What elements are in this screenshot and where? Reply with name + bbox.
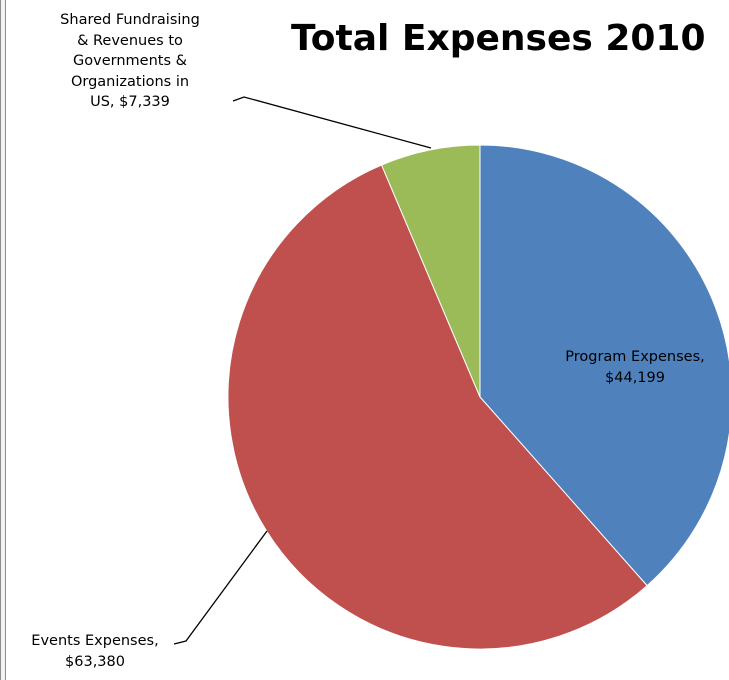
- pie-slice-shared-fundraising-revenues-to-governments-organizations-in-us: [380, 144, 481, 398]
- data-label-line: $44,199: [605, 369, 665, 386]
- data-label-events-expenses: Events Expenses, $63,380: [10, 631, 180, 672]
- data-label-line: Governments &: [73, 53, 187, 69]
- pie-chart: Total Expenses 2010 Shared Fundraising &…: [8, 0, 729, 680]
- data-label-line: Events Expenses,: [31, 633, 159, 649]
- data-label-line: US, $7,339: [90, 94, 170, 110]
- window-left-edge: [0, 0, 6, 680]
- pie-chart-svg: [173, 96, 729, 650]
- data-label-line: & Revenues to: [77, 32, 183, 49]
- data-label-line: $63,380: [65, 653, 125, 670]
- data-label-line: Organizations in: [70, 73, 190, 90]
- leader-line-shared-fundraising: [232, 96, 432, 149]
- data-label-program-expenses: Program Expenses, $44,199: [535, 347, 729, 388]
- chart-title: Total Expenses 2010: [291, 18, 706, 59]
- data-label-line: Shared Fundraising: [60, 12, 200, 28]
- data-label-line: Program Expenses,: [565, 349, 705, 365]
- leader-line-events-expenses: [173, 530, 268, 645]
- pie-slice-program-expenses: [479, 144, 729, 587]
- data-label-shared-fundraising: Shared Fundraising & Revenues to Governm…: [30, 10, 230, 113]
